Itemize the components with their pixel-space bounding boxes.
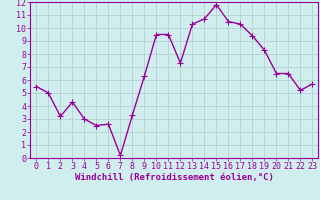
X-axis label: Windchill (Refroidissement éolien,°C): Windchill (Refroidissement éolien,°C) xyxy=(75,173,274,182)
